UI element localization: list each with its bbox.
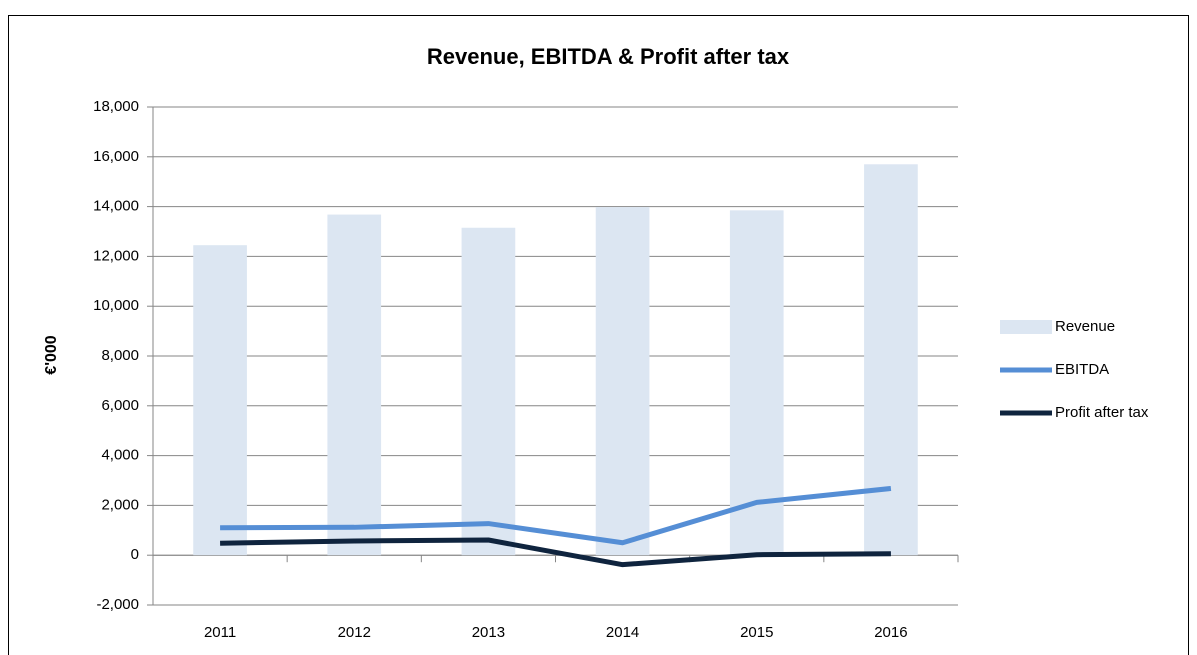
x-tick-label: 2012 <box>338 624 371 641</box>
bar <box>864 164 918 556</box>
y-tick-label: -2,000 <box>96 596 139 613</box>
legend-swatch <box>1000 320 1052 334</box>
y-axis-label: €'000 <box>43 335 60 375</box>
bar <box>595 207 650 556</box>
line <box>220 485 892 546</box>
y-tick-label: 18,000 <box>93 98 139 115</box>
x-tick-label: 2014 <box>606 624 639 641</box>
legend-label: Revenue <box>1055 318 1115 335</box>
y-tick-label: 6,000 <box>101 397 139 414</box>
y-tick-label: 12,000 <box>93 247 139 264</box>
y-tick-label: 16,000 <box>93 148 139 165</box>
x-tick-label: 2016 <box>874 624 907 641</box>
y-tick-label: 2,000 <box>101 496 139 513</box>
x-tick-label: 2011 <box>204 624 236 641</box>
chart-frame <box>8 15 1189 655</box>
chart-title: Revenue, EBITDA & Profit after tax <box>427 44 790 69</box>
y-tick-label: 4,000 <box>101 447 139 464</box>
y-tick-label: 8,000 <box>101 347 139 364</box>
x-tick-label: 2013 <box>472 624 505 641</box>
y-tick-label: 0 <box>131 546 139 563</box>
bar <box>461 227 516 556</box>
bar <box>193 245 247 556</box>
bar <box>327 214 382 556</box>
y-tick-label: 10,000 <box>93 297 139 314</box>
legend-label: EBITDA <box>1055 361 1109 378</box>
x-tick-label: 2015 <box>740 624 773 641</box>
line <box>220 537 891 568</box>
legend-label: Profit after tax <box>1055 404 1149 421</box>
y-tick-label: 14,000 <box>93 198 139 215</box>
bar <box>729 210 784 556</box>
